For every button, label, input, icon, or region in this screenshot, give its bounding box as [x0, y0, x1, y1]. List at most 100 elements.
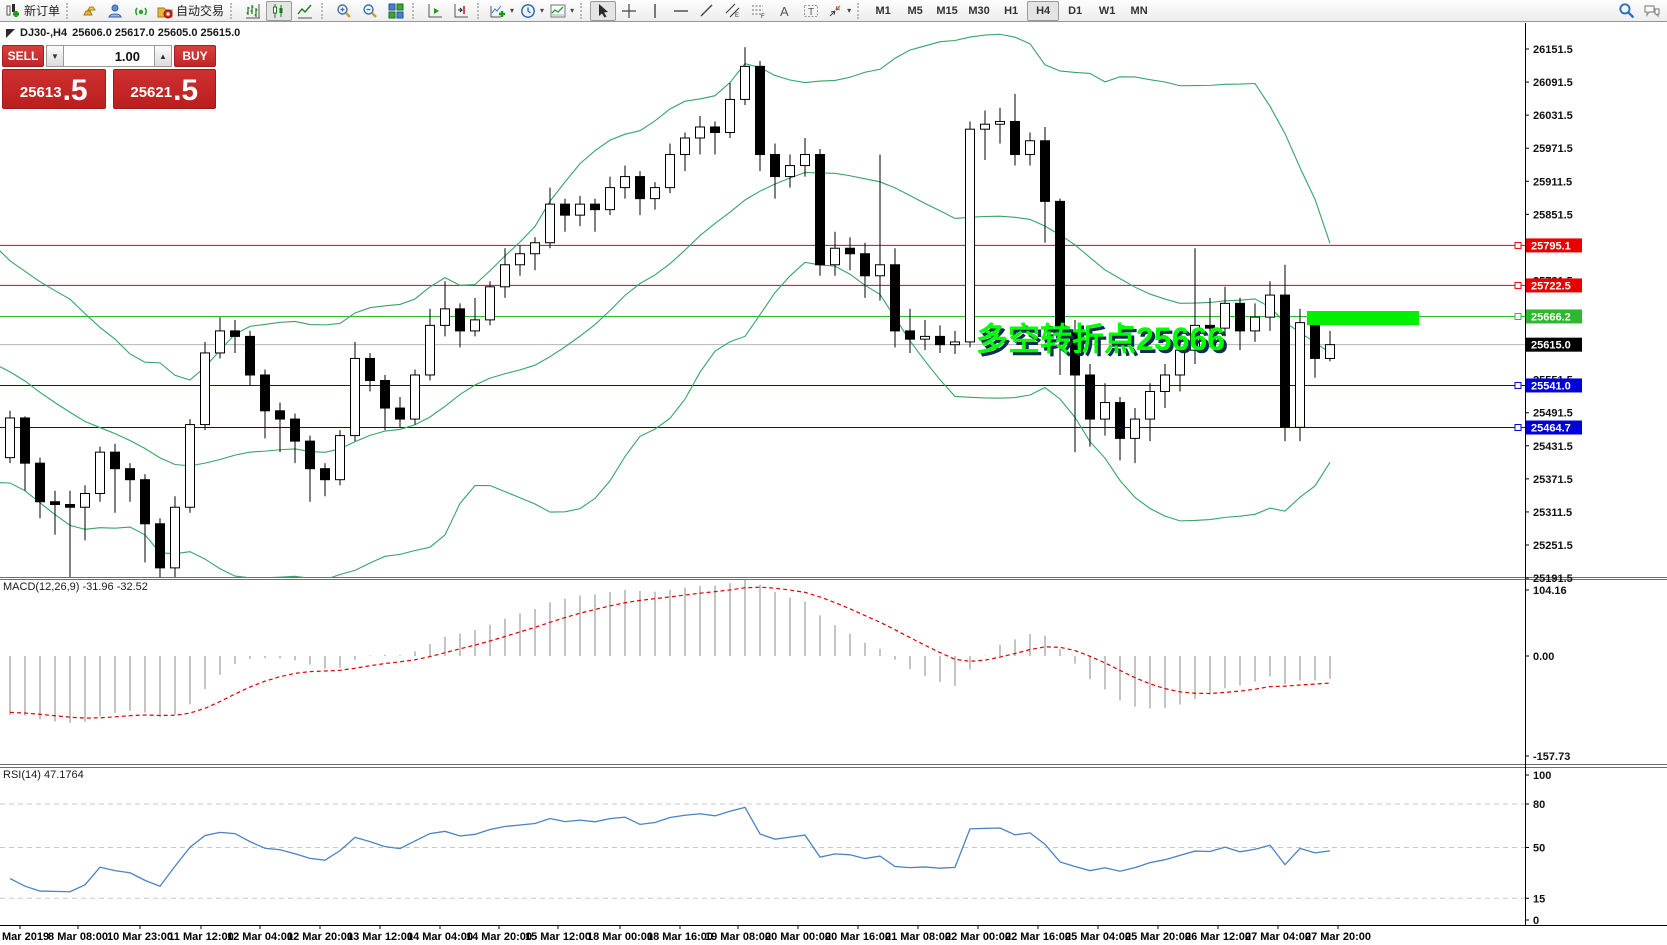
svg-text:14 Mar 20:00: 14 Mar 20:00 [466, 931, 532, 943]
svg-text:26151.5: 26151.5 [1533, 44, 1573, 56]
channel-tool-button[interactable]: E [720, 1, 746, 21]
buy-button[interactable]: BUY [174, 45, 216, 67]
timeframe-mn-button[interactable]: MN [1130, 4, 1148, 17]
buy-price-display[interactable]: 25621 .5 [112, 69, 216, 109]
bar-chart-mode-button[interactable] [240, 1, 266, 21]
autotrading-button[interactable]: 自动交易 [154, 1, 227, 21]
autotrading-label: 自动交易 [176, 4, 225, 18]
toolbar-grip [321, 2, 328, 19]
chart-ohlc-header: DJ30-,H4 25606.0 25617.0 25605.0 25615.0 [6, 27, 240, 39]
auto-scroll-button[interactable] [422, 1, 448, 21]
svg-text:25491.5: 25491.5 [1533, 408, 1573, 420]
svg-text:18 Mar 00:00: 18 Mar 00:00 [587, 931, 653, 943]
svg-text:12 Mar 20:00: 12 Mar 20:00 [287, 931, 353, 943]
svg-text:8 Mar 08:00: 8 Mar 08:00 [48, 931, 108, 943]
chat-icon [1644, 4, 1660, 17]
market-button[interactable] [76, 1, 102, 21]
chart-shift-button[interactable] [448, 1, 474, 21]
crosshair-tool-button[interactable] [616, 1, 642, 21]
sell-price-display[interactable]: 25613 .5 [2, 69, 106, 109]
svg-text:25722.5: 25722.5 [1531, 280, 1571, 292]
fibonacci-tool-button[interactable]: F [746, 1, 772, 21]
svg-text:25 Mar 04:00: 25 Mar 04:00 [1065, 931, 1131, 943]
candlestick-mode-button[interactable] [266, 0, 293, 21]
svg-text:25431.5: 25431.5 [1533, 441, 1573, 453]
candlestick-icon [273, 3, 283, 18]
svg-text:27 Mar 04:00: 27 Mar 04:00 [1245, 931, 1311, 943]
sell-price-frac: .5 [62, 74, 88, 107]
bollinger-bands [0, 33, 1331, 577]
sell-button[interactable]: SELL [2, 45, 44, 67]
buy-price-main: 25621 [130, 84, 173, 101]
volume-decrease-button[interactable]: ▼ [46, 45, 64, 67]
svg-text:25666.2: 25666.2 [1531, 311, 1571, 323]
chart-marker-icon [6, 28, 15, 38]
svg-text:25795.1: 25795.1 [1531, 240, 1571, 252]
price-axis: 26151.5 26091.5 26031.5 25971.5 25911.5 25851… [1514, 44, 1582, 927]
fibonacci-icon: F [752, 4, 765, 19]
timeframe-m1-button[interactable]: M1 [875, 4, 891, 17]
timeframe-d1-button[interactable]: D1 [1068, 4, 1083, 17]
svg-text:22 Mar 16:00: 22 Mar 16:00 [1005, 931, 1071, 943]
timeframe-h4-button[interactable]: H4 [1027, 0, 1060, 21]
templates-button[interactable]: ▾ [547, 1, 577, 21]
svg-text:0.00: 0.00 [1533, 651, 1554, 663]
svg-text:100: 100 [1533, 770, 1551, 782]
svg-text:25 Mar 20:00: 25 Mar 20:00 [1125, 931, 1191, 943]
svg-text:80: 80 [1533, 799, 1545, 811]
new-order-button[interactable]: 新订单 [2, 1, 63, 21]
gold-market-icon [83, 6, 96, 15]
text-label-icon: T [804, 4, 819, 18]
macd-layer [9, 580, 1331, 723]
community-button[interactable] [102, 1, 128, 21]
vertical-line-tool-button[interactable] [642, 1, 668, 21]
rsi-layer [0, 803, 1525, 899]
zoom-out-button[interactable] [357, 1, 383, 21]
svg-text:18 Mar 16:00: 18 Mar 16:00 [647, 931, 713, 943]
new-order-label: 新订单 [24, 4, 61, 18]
bar-chart-icon [246, 3, 261, 18]
text-icon: A [780, 4, 789, 19]
svg-text:25464.7: 25464.7 [1531, 423, 1571, 435]
toolbar-grip [230, 2, 237, 19]
periods-button[interactable]: ▾ [517, 1, 547, 21]
line-chart-mode-button[interactable] [292, 1, 318, 21]
svg-text:25971.5: 25971.5 [1533, 143, 1573, 155]
horizontal-line-tool-button[interactable] [668, 1, 694, 21]
signals-button[interactable] [128, 1, 154, 21]
crosshair-icon [622, 3, 637, 18]
svg-text:11 Mar 12:00: 11 Mar 12:00 [168, 931, 233, 943]
timeframe-m5-button[interactable]: M5 [907, 4, 923, 17]
svg-text:26031.5: 26031.5 [1533, 110, 1573, 122]
text-tool-button[interactable]: A [772, 1, 798, 21]
timeframe-h1-button[interactable]: H1 [1004, 4, 1019, 17]
svg-text:50: 50 [1533, 843, 1545, 855]
cursor-tool-button[interactable] [590, 0, 617, 21]
macd-indicator-label: MACD(12,26,9) -31.96 -32.52 [3, 581, 148, 593]
zoom-out-icon [363, 3, 377, 18]
timeframe-m30-button[interactable]: M30 [968, 4, 990, 17]
svg-text:26 Mar 12:00: 26 Mar 12:00 [1185, 931, 1251, 943]
buy-price-frac: .5 [173, 74, 199, 107]
timeframe-w1-button[interactable]: W1 [1098, 4, 1116, 17]
text-label-tool-button[interactable]: T [798, 1, 824, 21]
volume-increase-button[interactable]: ▲ [154, 45, 172, 67]
chat-button[interactable] [1639, 1, 1665, 21]
new-order-icon [6, 3, 19, 17]
toolbar-grip [412, 2, 419, 19]
toolbar-grip [477, 2, 484, 19]
search-button[interactable] [1613, 1, 1639, 21]
tile-windows-button[interactable] [383, 1, 409, 21]
indicators-button[interactable]: ▾ [487, 1, 517, 21]
timeframe-m15-button[interactable]: M15 [936, 4, 958, 17]
highlight-rect [1307, 311, 1419, 325]
svg-text:14 Mar 04:00: 14 Mar 04:00 [407, 931, 473, 943]
arrows-tool-button[interactable]: ▾ [824, 1, 854, 21]
volume-input[interactable] [64, 45, 154, 67]
trendline-tool-button[interactable] [694, 1, 720, 21]
candles-layer [5, 47, 1335, 577]
zoom-in-button[interactable] [331, 1, 357, 21]
svg-text:15: 15 [1533, 893, 1545, 905]
dropdown-caret-icon: ▾ [847, 6, 852, 15]
